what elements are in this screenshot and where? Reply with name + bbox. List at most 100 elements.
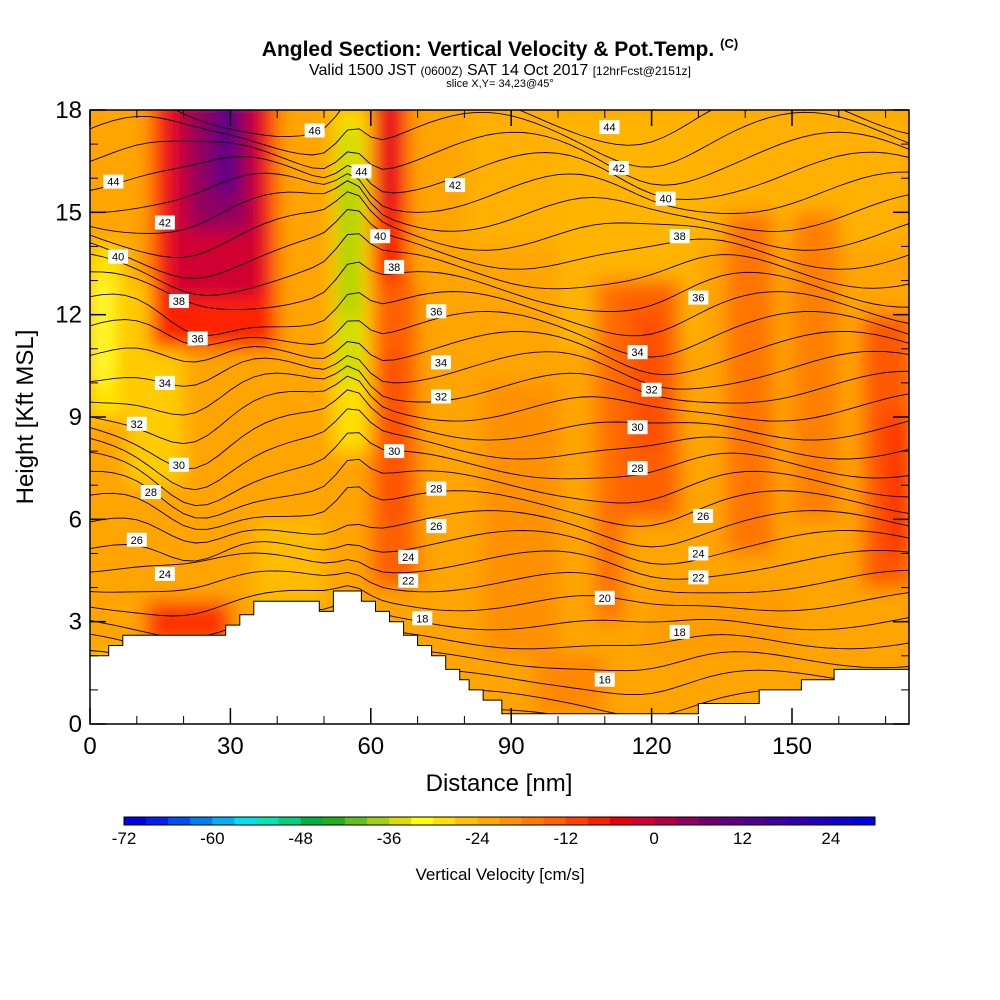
colorbar-swatch <box>742 817 766 825</box>
contour-label-text: 30 <box>631 422 643 434</box>
contour-label-box <box>126 532 147 547</box>
contour-label: 32 <box>641 382 662 397</box>
colorbar-swatch <box>300 817 324 825</box>
colorbar-tick-label: -24 <box>465 829 490 848</box>
subtitle-forecast: [12hrFcst@2151z] <box>592 64 691 78</box>
contour-label-text: 22 <box>692 572 704 584</box>
y-tick-label: 9 <box>69 404 82 431</box>
colorbar-tick-label: -72 <box>112 829 137 848</box>
isentrope-line <box>90 510 909 548</box>
contour-label-text: 42 <box>613 163 625 175</box>
contour-label-box <box>426 519 447 534</box>
colorbar-swatch <box>124 817 147 825</box>
y-tick-label: 0 <box>69 711 82 738</box>
contour-labels: 46 44 44 44 42 42 42 40 40 40 38 38 38 36 36 36 34 34 34 32… <box>103 120 714 687</box>
contour-label-box <box>108 249 129 264</box>
colorbar-swatch <box>455 817 478 825</box>
contour-label-text: 38 <box>674 231 686 243</box>
isentrope-line <box>90 350 909 390</box>
contour-label-text: 28 <box>145 487 157 499</box>
colorbar-frame <box>123 816 876 826</box>
contour-label-box <box>126 416 147 431</box>
contour-label: 20 <box>594 590 615 605</box>
contour-label-box <box>370 229 391 244</box>
y-tick-label: 6 <box>69 506 82 533</box>
colorbar-swatch <box>411 817 434 825</box>
contour-label-box <box>445 178 466 193</box>
colorbar-swatch <box>168 817 191 825</box>
contour-label-box <box>426 481 447 496</box>
chart-subtitle: Valid 1500 JST (0600Z) SAT 14 Oct 2017 [… <box>309 62 691 79</box>
contour-label-text: 18 <box>674 627 686 639</box>
velocity-region <box>726 212 774 554</box>
x-tick-label: 60 <box>357 733 384 760</box>
terrain-profile <box>89 590 910 725</box>
colorbar-swatch <box>786 817 810 825</box>
title-units: (C) <box>720 36 739 51</box>
isentrope-line <box>90 330 909 376</box>
x-tick-label: 90 <box>498 733 525 760</box>
contour-label: 40 <box>370 229 391 244</box>
colorbar-swatch <box>499 817 523 825</box>
colorbar-swatch <box>720 817 743 825</box>
x-axis-label: Distance [nm] <box>426 770 573 797</box>
contour-label-box <box>599 120 620 135</box>
contour-label-box <box>608 160 629 175</box>
colorbar-swatch <box>389 817 412 825</box>
colorbar-swatch <box>212 817 235 825</box>
isentrope-line <box>90 151 909 200</box>
contour-label: 36 <box>688 290 709 305</box>
contour-label-box <box>688 570 709 585</box>
contour-label-box <box>398 573 419 588</box>
colorbar-swatch <box>676 817 699 825</box>
contour-label: 32 <box>431 389 451 404</box>
colorbar-tick-label: -60 <box>200 829 225 848</box>
contour-label-text: 44 <box>107 177 119 189</box>
isentrope-line <box>90 131 909 186</box>
contour-label-text: 42 <box>159 218 171 230</box>
colorbar-swatch <box>830 817 854 825</box>
velocity-region <box>216 110 236 196</box>
colorbar-swatch <box>366 817 390 825</box>
vertical-velocity-field <box>90 110 909 724</box>
contour-label-box <box>168 457 189 472</box>
contour-label-text: 32 <box>435 392 447 404</box>
isentrope-line <box>90 111 909 168</box>
contour-label: 22 <box>688 570 709 585</box>
contour-label-box <box>693 508 714 523</box>
contour-label-box <box>398 549 419 564</box>
colorbar-swatch <box>654 817 677 825</box>
isentrope-line <box>90 233 909 296</box>
contour-label: 28 <box>627 461 648 476</box>
contour-label-box <box>168 294 189 309</box>
contour-label-text: 20 <box>599 593 611 605</box>
isentrope-line <box>90 375 909 445</box>
x-tick-label: 30 <box>217 733 244 760</box>
contour-label: 30 <box>627 420 648 435</box>
isentrope-line <box>90 408 909 491</box>
contour-label-text: 18 <box>416 613 428 625</box>
contour-label-text: 36 <box>692 293 704 305</box>
isentrope-line <box>90 291 909 337</box>
contour-label-text: 42 <box>449 180 461 192</box>
contour-label: 26 <box>426 519 447 534</box>
contour-label-box <box>426 304 447 319</box>
contour-label-box <box>641 382 662 397</box>
contour-label: 42 <box>608 160 629 175</box>
isentrope-line <box>174 110 909 146</box>
colorbar-label: Vertical Velocity [cm/s] <box>415 865 584 884</box>
isentrope-line <box>90 432 909 507</box>
contour-label-text: 36 <box>430 306 442 318</box>
contour-label: 34 <box>154 375 175 390</box>
colorbar-swatch <box>146 817 169 825</box>
contour-label: 30 <box>168 457 189 472</box>
contour-label-box <box>187 331 208 346</box>
colorbar-swatch <box>698 817 721 825</box>
contour-label-text: 34 <box>435 357 447 369</box>
subtitle-zulu: (0600Z) <box>420 64 463 78</box>
contour-label-box <box>154 375 175 390</box>
contour-label: 38 <box>669 229 690 244</box>
contour-label-box <box>627 420 648 435</box>
